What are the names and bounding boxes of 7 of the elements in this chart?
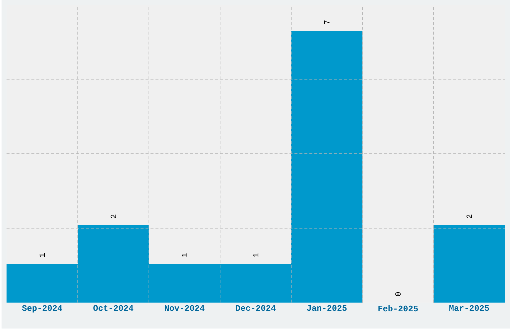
x-tick-label: Oct-2024: [94, 306, 134, 312]
x-tick-label: Feb-2025: [378, 306, 418, 312]
x-tick-label: Jan-2025: [307, 306, 347, 312]
x-tick-label: Dec-2024: [236, 306, 276, 312]
x-tick-label: Nov-2024: [165, 306, 205, 312]
x-tick-label: Mar-2025: [450, 306, 490, 312]
x-tick-label: Sep-2024: [22, 306, 62, 313]
